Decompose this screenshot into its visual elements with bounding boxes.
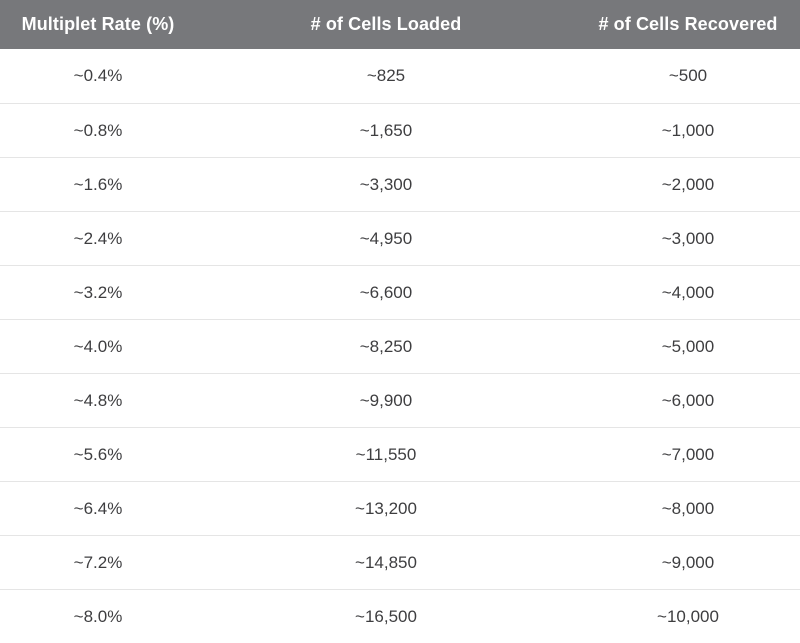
table-row: ~3.2% ~6,600 ~4,000	[0, 265, 800, 319]
table-row: ~1.6% ~3,300 ~2,000	[0, 157, 800, 211]
table-cell: ~0.8%	[73, 120, 123, 140]
table-cell: ~1,000	[661, 120, 715, 140]
table-cell: ~8,000	[661, 498, 715, 518]
table-cell: ~14,850	[355, 552, 417, 572]
table-cell: ~4,000	[661, 282, 715, 302]
table-body: ~0.4% ~825 ~500 ~0.8% ~1,650 ~1,000 ~1.6% ~3,30…	[0, 49, 800, 643]
table-cell: ~16,500	[355, 606, 417, 626]
table-cell: ~3,300	[359, 174, 413, 194]
table-cell: ~5.6%	[73, 444, 123, 464]
table-row: ~2.4% ~4,950 ~3,000	[0, 211, 800, 265]
table-row: ~4.0% ~8,250 ~5,000	[0, 319, 800, 373]
table-row: ~4.8% ~9,900 ~6,000	[0, 373, 800, 427]
table-cell: ~5,000	[661, 336, 715, 356]
table-cell: ~7.2%	[73, 552, 123, 572]
table-cell: ~3.2%	[73, 282, 123, 302]
table-row: ~7.2% ~14,850 ~9,000	[0, 535, 800, 589]
column-header-cells-loaded: # of Cells Loaded	[310, 14, 462, 34]
table-row: ~0.4% ~825 ~500	[0, 49, 800, 103]
table-cell: ~7,000	[661, 444, 715, 464]
table-cell: ~1.6%	[73, 174, 123, 194]
table-cell: ~2.4%	[73, 228, 123, 248]
table-row: ~5.6% ~11,550 ~7,000	[0, 427, 800, 481]
table-cell: ~10,000	[657, 606, 719, 626]
table-cell: ~11,550	[355, 444, 417, 464]
table-cell: ~3,000	[661, 228, 715, 248]
table-cell: ~13,200	[355, 498, 417, 518]
column-header-multiplet-rate: Multiplet Rate (%)	[21, 14, 175, 34]
table-cell: ~4.0%	[73, 336, 123, 356]
column-header-cells-recovered: # of Cells Recovered	[598, 14, 778, 34]
table-cell: ~4,950	[359, 228, 413, 248]
table-row: ~6.4% ~13,200 ~8,000	[0, 481, 800, 535]
table-cell: ~8.0%	[73, 606, 123, 626]
table-cell: ~2,000	[661, 174, 715, 194]
table-row: ~8.0% ~16,500 ~10,000	[0, 589, 800, 643]
table-cell: ~825	[366, 66, 406, 85]
table-cell: ~0.4%	[73, 66, 123, 85]
table-cell: ~6.4%	[73, 498, 123, 518]
table-cell: ~6,600	[359, 282, 413, 302]
table-cell: ~4.8%	[73, 390, 123, 410]
table-cell: ~9,000	[661, 552, 715, 572]
table-row: ~0.8% ~1,650 ~1,000	[0, 103, 800, 157]
table-cell: ~6,000	[661, 390, 715, 410]
table-cell: ~1,650	[359, 120, 413, 140]
table-cell: ~9,900	[359, 390, 413, 410]
table-header-row: Multiplet Rate (%) # of Cells Loaded # o…	[0, 0, 800, 49]
table-cell: ~8,250	[359, 336, 413, 356]
table-cell: ~500	[668, 66, 708, 85]
